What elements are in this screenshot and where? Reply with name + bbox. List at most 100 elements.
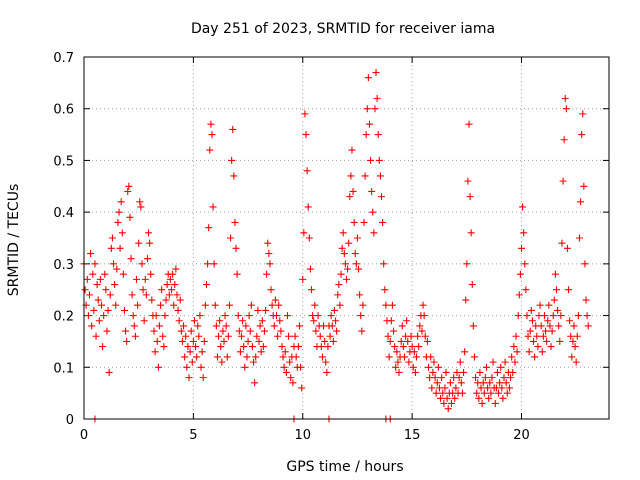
data-point	[108, 234, 116, 242]
data-point	[497, 363, 505, 371]
data-point	[388, 301, 396, 309]
data-point	[205, 224, 213, 232]
data-point	[217, 343, 225, 351]
data-point	[343, 275, 350, 283]
data-point	[147, 270, 155, 278]
data-point	[537, 322, 545, 330]
data-point	[183, 363, 191, 371]
data-point	[133, 275, 140, 283]
data-point	[558, 239, 566, 247]
data-point	[578, 131, 586, 139]
data-point	[421, 332, 429, 340]
data-point	[210, 260, 218, 268]
data-point	[282, 368, 290, 376]
data-point	[572, 358, 580, 366]
data-point	[194, 322, 202, 330]
data-point	[112, 301, 120, 309]
data-point	[491, 399, 499, 407]
data-point	[460, 368, 468, 376]
data-point	[365, 120, 373, 128]
data-point	[241, 363, 249, 371]
data-point	[484, 384, 492, 392]
x-tick-label: 0	[80, 428, 88, 443]
data-point	[451, 394, 459, 402]
data-point	[316, 332, 324, 340]
data-point	[507, 374, 515, 382]
data-point	[234, 312, 242, 320]
data-point	[273, 312, 280, 320]
data-point	[190, 317, 198, 325]
data-point	[335, 281, 343, 289]
data-point	[92, 332, 100, 340]
data-point	[231, 218, 239, 226]
data-point	[143, 255, 151, 263]
data-point	[305, 234, 313, 242]
data-point	[270, 322, 278, 330]
data-point	[400, 353, 408, 361]
data-point	[570, 322, 578, 330]
data-point	[193, 353, 201, 361]
data-point	[100, 312, 108, 320]
data-point	[425, 363, 433, 371]
data-point	[418, 327, 426, 335]
data-point	[146, 239, 154, 247]
data-point	[104, 306, 112, 314]
data-point	[213, 353, 221, 361]
data-point	[508, 353, 516, 361]
data-point	[431, 374, 439, 382]
data-point	[528, 317, 536, 325]
data-point	[487, 389, 495, 397]
data-point	[169, 270, 177, 278]
data-point	[232, 244, 240, 252]
data-point	[281, 348, 289, 356]
data-point	[503, 389, 511, 397]
data-point	[516, 270, 524, 278]
data-point	[353, 234, 361, 242]
data-point	[99, 343, 107, 351]
data-point	[289, 379, 297, 387]
data-point	[373, 94, 381, 102]
data-point	[488, 374, 496, 382]
data-point	[209, 203, 217, 211]
data-point	[551, 270, 559, 278]
data-point	[117, 198, 125, 206]
data-point	[138, 260, 146, 268]
data-point	[427, 353, 435, 361]
data-point	[90, 306, 98, 314]
data-point	[333, 327, 341, 335]
data-point	[291, 332, 299, 340]
data-point	[384, 332, 392, 340]
data-point	[419, 301, 427, 309]
data-point	[128, 291, 136, 299]
data-point	[398, 322, 406, 330]
x-tick-label: 10	[294, 428, 311, 443]
data-point	[341, 260, 349, 268]
data-point	[500, 374, 508, 382]
data-point	[553, 286, 560, 294]
data-point	[244, 337, 252, 345]
data-point	[160, 343, 168, 351]
data-point	[192, 343, 200, 351]
data-point	[480, 389, 488, 397]
data-point	[250, 358, 258, 366]
data-point	[227, 234, 235, 242]
data-point	[236, 348, 244, 356]
data-point	[546, 322, 554, 330]
data-point	[295, 322, 303, 330]
data-point	[110, 260, 118, 268]
data-point	[473, 389, 481, 397]
y-tick-label: 0	[66, 413, 74, 428]
data-point	[502, 379, 510, 387]
data-point	[84, 312, 92, 320]
data-point	[119, 270, 127, 278]
data-point	[155, 322, 163, 330]
data-point	[433, 379, 441, 387]
data-point	[118, 229, 126, 237]
data-point	[286, 358, 294, 366]
data-point	[103, 327, 111, 335]
data-point	[530, 337, 538, 345]
data-point	[247, 301, 255, 309]
data-point	[218, 358, 226, 366]
data-point	[159, 332, 167, 340]
data-point	[152, 312, 160, 320]
